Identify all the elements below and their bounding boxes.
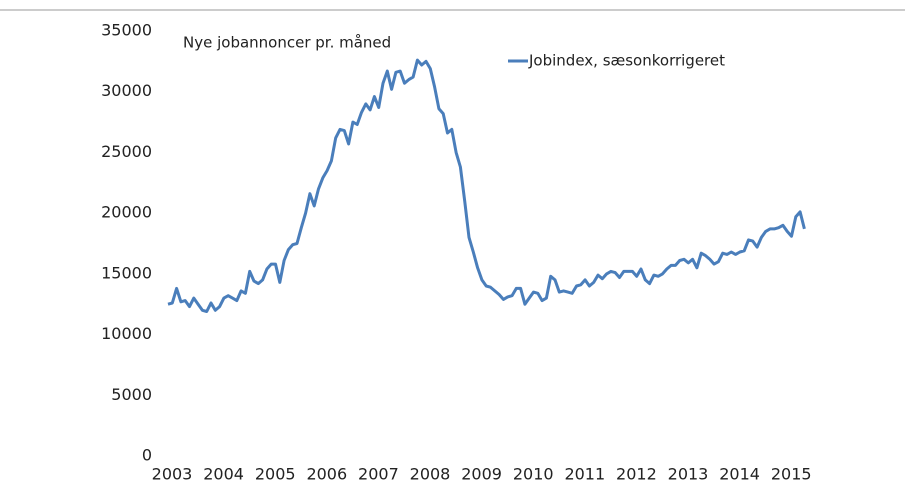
x-tick-label: 2009 <box>461 465 502 484</box>
x-tick-label: 2015 <box>771 465 812 484</box>
y-tick-label: 25000 <box>101 142 152 161</box>
y-tick-label: 10000 <box>101 324 152 343</box>
x-tick-label: 2011 <box>564 465 605 484</box>
x-tick-label: 2012 <box>616 465 657 484</box>
y-tick-label: 35000 <box>101 21 152 40</box>
x-tick-label: 2008 <box>410 465 451 484</box>
legend-label: Jobindex, sæsonkorrigeret <box>528 52 725 70</box>
y-tick-label: 5000 <box>111 385 152 404</box>
y-tick-label: 30000 <box>101 81 152 100</box>
y-tick-label: 15000 <box>101 263 152 282</box>
x-tick-label: 2007 <box>358 465 399 484</box>
annotation: Nye jobannoncer pr. måned <box>183 34 391 52</box>
x-tick-label: 2003 <box>152 465 193 484</box>
x-tick-label: 2005 <box>255 465 296 484</box>
y-tick-label: 20000 <box>101 203 152 222</box>
y-tick-label: 0 <box>142 446 152 465</box>
x-tick-label: 2004 <box>203 465 244 484</box>
x-tick-label: 2014 <box>719 465 760 484</box>
data-line <box>167 58 806 313</box>
x-tick-label: 2013 <box>668 465 709 484</box>
x-tick-label: 2010 <box>513 465 554 484</box>
x-tick-label: 2006 <box>306 465 347 484</box>
